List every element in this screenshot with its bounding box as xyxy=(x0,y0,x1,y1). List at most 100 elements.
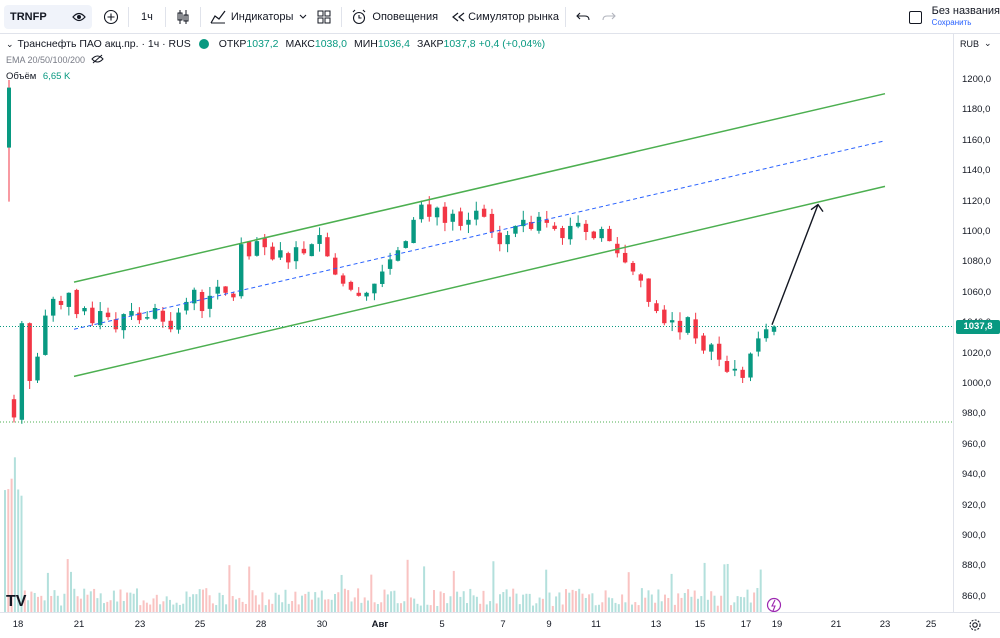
volume-bar xyxy=(637,605,640,612)
volume-bar xyxy=(277,594,280,612)
volume-bar xyxy=(403,601,406,612)
volume-bar xyxy=(489,601,492,612)
volume-bar xyxy=(670,573,673,612)
volume-bar xyxy=(287,603,290,612)
price-tick-label: 1000,0 xyxy=(962,378,992,389)
hidden-eye-icon[interactable] xyxy=(91,54,104,66)
volume-bar xyxy=(261,592,264,612)
eye-icon[interactable] xyxy=(72,6,86,28)
undo-icon[interactable] xyxy=(572,6,594,28)
volume-bar xyxy=(482,590,485,612)
replay-button[interactable]: Симулятор рынка xyxy=(450,0,559,34)
layouts-icon[interactable] xyxy=(313,6,335,28)
candle-body xyxy=(199,291,205,312)
time-tick-label: 17 xyxy=(740,619,752,630)
candle-body xyxy=(489,213,495,232)
price-chart[interactable]: TV xyxy=(0,34,953,612)
symbol-title: Транснефть ПАО акц.пр. · 1ч · RUS xyxy=(17,38,191,50)
candle-body xyxy=(709,344,714,352)
time-axis[interactable]: 18 21 23 25 28 30 Авг 5 7 9 11 13 15 17 19 21 23 25 xyxy=(0,612,1000,638)
volume-bar xyxy=(53,590,56,612)
volume-bar xyxy=(753,592,756,612)
price-tick-label: 1200,0 xyxy=(962,74,992,85)
candle-body xyxy=(748,353,753,378)
volume-bar xyxy=(660,601,663,612)
volume-bar xyxy=(192,594,195,612)
symbol-search-button[interactable]: TRNFP xyxy=(4,4,92,29)
high-value: 1038,0 xyxy=(314,38,347,50)
volume-bar xyxy=(466,603,468,612)
volume-bar xyxy=(759,569,762,612)
candle-body xyxy=(129,311,134,316)
alerts-button[interactable]: Оповещения xyxy=(348,0,438,34)
price-axis[interactable]: RUB ⌄ 1200,0 1180,0 1160,0 1140,0 1120,0 1100… xyxy=(953,34,1000,612)
candle-body xyxy=(716,343,722,360)
time-tick-label: 15 xyxy=(694,619,706,630)
time-tick-label: 18 xyxy=(12,619,24,630)
collapse-chevron-icon[interactable]: ⌄ xyxy=(6,38,14,49)
volume-bar xyxy=(30,591,33,612)
channel-middle-line xyxy=(73,140,886,330)
volume-bar xyxy=(739,596,742,612)
save-layout-area[interactable]: Без названия Сохранить xyxy=(908,0,1000,34)
volume-bar xyxy=(89,591,92,612)
currency-label[interactable]: RUB xyxy=(960,39,980,49)
volume-bar xyxy=(393,590,396,612)
volume-bar xyxy=(228,565,231,612)
volume-bar xyxy=(73,588,76,612)
candle-body xyxy=(301,248,307,254)
volume-bar xyxy=(413,598,416,612)
volume-bar xyxy=(479,603,482,612)
layout-checkbox-icon[interactable] xyxy=(908,10,922,24)
volume-bar xyxy=(334,593,336,612)
interval-button[interactable]: 1ч xyxy=(135,0,159,34)
volume-bar xyxy=(142,600,145,612)
candle-body xyxy=(552,225,557,229)
volume-bar xyxy=(607,597,610,612)
volume-bar xyxy=(258,604,261,612)
candle-body xyxy=(66,292,72,307)
volume-bar xyxy=(17,489,20,612)
volume-bar xyxy=(733,602,736,612)
chevron-down-icon[interactable]: ⌄ xyxy=(984,38,992,48)
candle-body xyxy=(395,250,401,261)
layout-name: Без названия xyxy=(931,5,1000,17)
volume-bar xyxy=(617,604,620,612)
volume-bar xyxy=(106,601,109,612)
volume-bar xyxy=(528,593,531,612)
volume-bar xyxy=(700,596,703,612)
volume-bar xyxy=(720,595,723,612)
volume-bar xyxy=(248,566,251,612)
indicators-button[interactable]: Индикаторы xyxy=(207,0,310,34)
add-symbol-icon[interactable] xyxy=(100,6,122,28)
volume-bar xyxy=(20,495,23,612)
time-tick-label: 11 xyxy=(591,619,601,630)
volume-legend: Объём 6,65 K xyxy=(6,71,70,82)
candle-body xyxy=(638,274,644,281)
volume-bar xyxy=(202,589,204,612)
volume-bar xyxy=(367,600,369,612)
candle-body xyxy=(340,275,346,284)
candles-icon[interactable] xyxy=(172,6,194,28)
volume-bar xyxy=(155,594,158,612)
redo-icon[interactable] xyxy=(598,6,620,28)
save-link[interactable]: Сохранить xyxy=(931,18,972,27)
settings-gear-icon[interactable] xyxy=(968,618,982,637)
volume-bar xyxy=(235,599,237,612)
volume-bar xyxy=(452,570,455,612)
volume-bar xyxy=(357,588,360,612)
volume-bar xyxy=(459,596,462,612)
volume-bar xyxy=(198,589,201,612)
candle-body xyxy=(333,257,338,275)
candle-body xyxy=(144,317,150,319)
volume-bar xyxy=(317,597,320,612)
volume-bar xyxy=(268,599,270,612)
candle-body xyxy=(192,289,197,304)
candle-body xyxy=(293,247,299,262)
candle-body xyxy=(7,87,11,148)
chevron-down-icon xyxy=(297,6,309,28)
volume-bar xyxy=(640,588,643,612)
volume-bar xyxy=(169,599,171,612)
volume-bar xyxy=(485,604,488,612)
ema-label: EMA 20/50/100/200 xyxy=(6,55,86,65)
